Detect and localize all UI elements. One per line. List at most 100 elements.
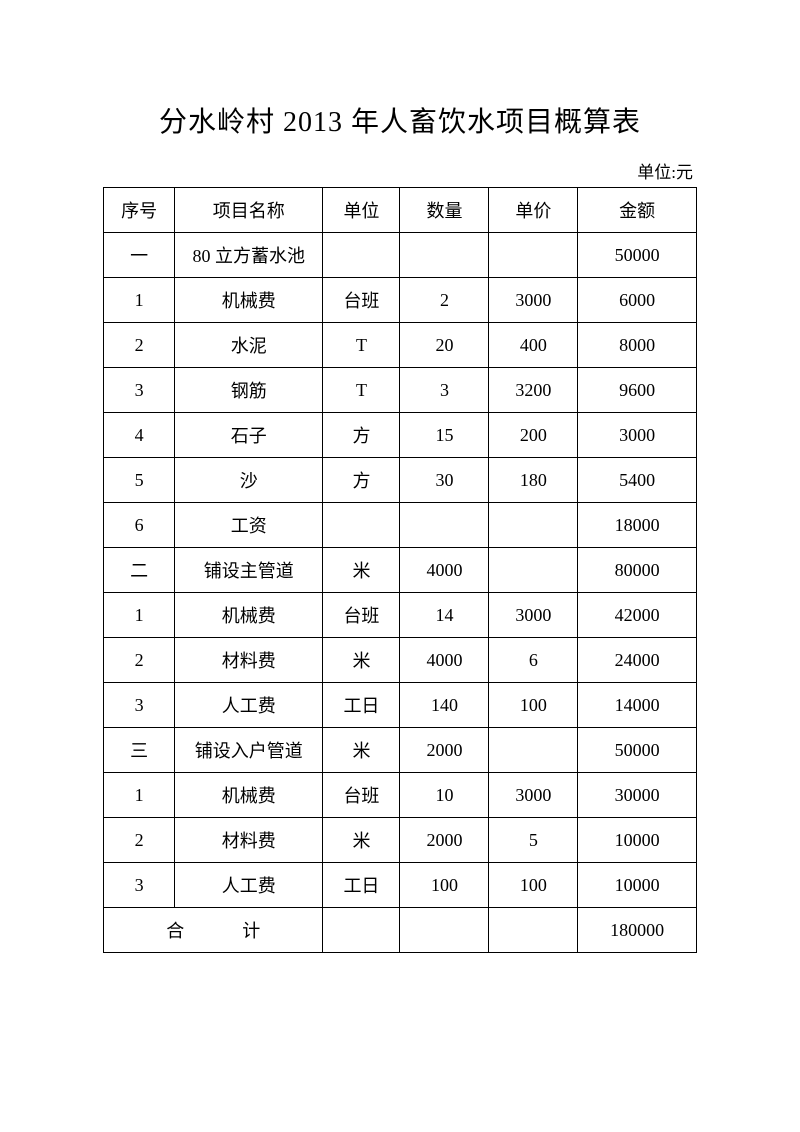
table-cell: 42000	[578, 593, 697, 638]
table-row: 3人工费工日10010010000	[104, 863, 697, 908]
table-cell: 10000	[578, 863, 697, 908]
table-cell: 台班	[323, 773, 400, 818]
table-cell: 10	[400, 773, 489, 818]
table-cell: 3200	[489, 368, 578, 413]
table-cell: 1	[104, 278, 175, 323]
table-cell: 米	[323, 818, 400, 863]
table-cell: 机械费	[175, 593, 323, 638]
table-cell: 140	[400, 683, 489, 728]
table-row: 二铺设主管道米4000 80000	[104, 548, 697, 593]
table-cell: 30000	[578, 773, 697, 818]
table-cell: 米	[323, 638, 400, 683]
table-cell: 4000	[400, 638, 489, 683]
table-cell: 台班	[323, 278, 400, 323]
table-cell: 铺设主管道	[175, 548, 323, 593]
table-cell: 80 立方蓄水池	[175, 233, 323, 278]
table-cell: 3000	[489, 278, 578, 323]
table-cell: 2000	[400, 818, 489, 863]
table-cell: 2	[400, 278, 489, 323]
table-cell: 人工费	[175, 863, 323, 908]
footer-label: 合 计	[104, 908, 323, 953]
table-cell: 钢筋	[175, 368, 323, 413]
table-cell: 方	[323, 413, 400, 458]
table-row: 4石子方152003000	[104, 413, 697, 458]
table-row: 一80 立方蓄水池 50000	[104, 233, 697, 278]
table-row: 3人工费工日14010014000	[104, 683, 697, 728]
table-cell: 米	[323, 548, 400, 593]
table-cell: 机械费	[175, 773, 323, 818]
table-header-row: 序号 项目名称 单位 数量 单价 金额	[104, 188, 697, 233]
table-cell: 3	[104, 368, 175, 413]
table-row: 1机械费台班14300042000	[104, 593, 697, 638]
table-cell: 机械费	[175, 278, 323, 323]
table-cell	[400, 233, 489, 278]
table-cell: 6	[104, 503, 175, 548]
table-cell: 18000	[578, 503, 697, 548]
table-cell: 1	[104, 773, 175, 818]
table-cell: 水泥	[175, 323, 323, 368]
table-cell: 3000	[489, 593, 578, 638]
header-name: 项目名称	[175, 188, 323, 233]
table-row: 2材料费米4000624000	[104, 638, 697, 683]
table-cell: 5	[104, 458, 175, 503]
table-cell: 铺设入户管道	[175, 728, 323, 773]
table-footer-row: 合 计 180000	[104, 908, 697, 953]
table-cell: 20	[400, 323, 489, 368]
table-cell: 工日	[323, 683, 400, 728]
table-cell: 二	[104, 548, 175, 593]
table-cell: 人工费	[175, 683, 323, 728]
table-cell: 4000	[400, 548, 489, 593]
footer-cell: 180000	[578, 908, 697, 953]
table-cell: 400	[489, 323, 578, 368]
table-row: 三铺设入户管道米200050000	[104, 728, 697, 773]
table-cell: 14000	[578, 683, 697, 728]
table-row: 1机械费台班10300030000	[104, 773, 697, 818]
table-cell: 一	[104, 233, 175, 278]
table-cell: 80000	[578, 548, 697, 593]
table-cell: T	[323, 368, 400, 413]
table-cell: 6	[489, 638, 578, 683]
table-cell: 材料费	[175, 638, 323, 683]
table-cell: 4	[104, 413, 175, 458]
table-cell: 100	[489, 863, 578, 908]
table-cell: 5	[489, 818, 578, 863]
footer-cell	[323, 908, 400, 953]
table-cell: T	[323, 323, 400, 368]
table-row: 6工资 18000	[104, 503, 697, 548]
table-cell: 8000	[578, 323, 697, 368]
table-cell: 50000	[578, 233, 697, 278]
table-cell: 3	[104, 683, 175, 728]
header-amount: 金额	[578, 188, 697, 233]
table-cell: 3	[400, 368, 489, 413]
footer-cell	[400, 908, 489, 953]
table-cell	[400, 503, 489, 548]
page-title: 分水岭村 2013 年人畜饮水项目概算表	[103, 100, 697, 140]
table-cell	[489, 728, 578, 773]
header-seq: 序号	[104, 188, 175, 233]
table-cell: 100	[400, 863, 489, 908]
table-cell: 米	[323, 728, 400, 773]
table-cell: 15	[400, 413, 489, 458]
table-cell	[489, 503, 578, 548]
table-cell: 工日	[323, 863, 400, 908]
unit-label: 单位:元	[103, 158, 697, 183]
table-cell: 材料费	[175, 818, 323, 863]
table-cell: 2	[104, 323, 175, 368]
table-cell: 2	[104, 638, 175, 683]
table-cell: 沙	[175, 458, 323, 503]
table-row: 2水泥T204008000	[104, 323, 697, 368]
table-cell: 2000	[400, 728, 489, 773]
budget-table: 序号 项目名称 单位 数量 单价 金额 一80 立方蓄水池500001机械费台班…	[103, 187, 697, 953]
table-cell: 3	[104, 863, 175, 908]
table-cell	[489, 548, 578, 593]
header-unit: 单位	[323, 188, 400, 233]
table-cell	[489, 233, 578, 278]
table-cell: 5400	[578, 458, 697, 503]
table-cell: 三	[104, 728, 175, 773]
header-price: 单价	[489, 188, 578, 233]
table-cell: 工资	[175, 503, 323, 548]
table-cell: 台班	[323, 593, 400, 638]
table-cell: 200	[489, 413, 578, 458]
table-cell: 石子	[175, 413, 323, 458]
table-cell: 2	[104, 818, 175, 863]
